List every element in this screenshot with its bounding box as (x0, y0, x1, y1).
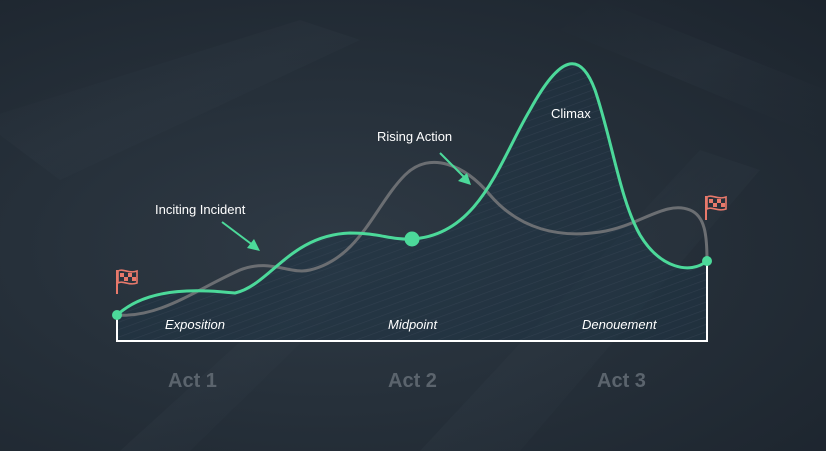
rising-action-arrow (439, 152, 471, 185)
midpoint-label: Midpoint (388, 317, 439, 332)
story-curve-hatch (117, 63, 707, 341)
start-point (112, 310, 122, 320)
end-point (702, 256, 712, 266)
climax-label: Climax (551, 106, 591, 121)
exposition-label: Exposition (165, 317, 225, 332)
act-2-label: Act 2 (388, 370, 437, 392)
denouement-label: Denouement (582, 317, 658, 332)
midpoint-marker (404, 231, 420, 247)
start-flag-icon (116, 269, 138, 294)
end-flag-icon (705, 195, 727, 220)
rising-action-label: Rising Action (377, 129, 452, 144)
inciting-incident-arrow (221, 221, 260, 251)
act-1-label: Act 1 (168, 370, 217, 392)
alternate-arc-curve (116, 160, 709, 317)
timeline-baseline (116, 261, 708, 342)
story-arc-curve (115, 62, 708, 317)
act-3-label: Act 3 (597, 370, 646, 392)
inciting-incident-label: Inciting Incident (155, 202, 246, 217)
